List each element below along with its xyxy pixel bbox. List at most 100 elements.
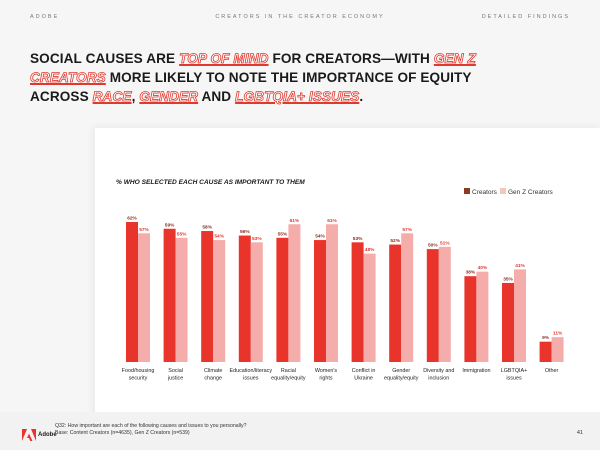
category-label: justice bbox=[167, 376, 183, 382]
data-label: 9% bbox=[542, 335, 550, 341]
brand-label: ADOBE bbox=[30, 14, 60, 20]
legend-swatch bbox=[464, 188, 470, 194]
bar-creators bbox=[314, 240, 326, 362]
data-label: 57% bbox=[139, 227, 149, 233]
data-label: 57% bbox=[402, 227, 412, 233]
data-label: 48% bbox=[365, 247, 375, 253]
top-bar: ADOBE CREATORS IN THE CREATOR ECONOMY DE… bbox=[30, 14, 570, 24]
data-label: 53% bbox=[252, 236, 262, 242]
category-label: security bbox=[129, 376, 148, 382]
bar-genz bbox=[288, 224, 301, 362]
data-label: 11% bbox=[553, 331, 563, 337]
category-label: Social bbox=[168, 368, 183, 374]
base-note: Base: Content Creators (n=4635), Gen Z C… bbox=[55, 430, 190, 436]
chart-title: % WHO SELECTED EACH CAUSE AS IMPORTANT T… bbox=[116, 179, 305, 186]
headline-text: SOCIAL CAUSES ARE bbox=[30, 51, 180, 66]
category-label: Racial bbox=[281, 368, 296, 374]
headline-text: , bbox=[131, 89, 140, 104]
category-label: Gender bbox=[392, 368, 410, 374]
bar-genz bbox=[326, 224, 338, 362]
source-note: Q32: How important are each of the follo… bbox=[55, 423, 246, 437]
headline-highlight: GEN Z CREATORS bbox=[30, 51, 477, 86]
data-label: 55% bbox=[177, 231, 187, 237]
bar-creators bbox=[502, 282, 514, 362]
data-label: 51% bbox=[440, 240, 450, 246]
data-label: 54% bbox=[315, 234, 325, 240]
data-label: 50% bbox=[428, 243, 438, 249]
headline-text: MORE LIKELY TO NOTE THE IMPORTANCE OF EQ… bbox=[30, 70, 472, 104]
headline-highlight: LGBTQIA+ ISSUES bbox=[235, 89, 360, 105]
category-label: issues bbox=[506, 376, 522, 382]
bar-creators bbox=[238, 235, 251, 362]
bar-creators bbox=[201, 231, 214, 362]
adobe-logo-icon bbox=[22, 429, 36, 441]
page-headline: SOCIAL CAUSES ARE TOP OF MIND FOR CREATO… bbox=[30, 49, 490, 106]
category-label: Ukraine bbox=[354, 376, 373, 382]
legend-swatch bbox=[500, 188, 506, 194]
category-label: Food/housing bbox=[122, 368, 155, 374]
data-label: 58% bbox=[202, 225, 212, 231]
bar-creators bbox=[464, 276, 477, 362]
data-label: 55% bbox=[278, 231, 288, 237]
category-label: Other bbox=[545, 368, 559, 374]
bar-creators bbox=[276, 237, 289, 362]
category-label: Climate bbox=[204, 368, 222, 374]
category-label: Conflict in bbox=[352, 368, 376, 374]
findings-label: DETAILED FINDINGS bbox=[481, 14, 570, 20]
bar-genz bbox=[138, 233, 150, 362]
data-label: 61% bbox=[290, 218, 300, 224]
category-label: Immigration bbox=[462, 368, 490, 374]
data-label: 52% bbox=[390, 238, 400, 244]
data-label: 35% bbox=[503, 276, 513, 282]
bar-genz bbox=[213, 240, 226, 362]
bar-genz bbox=[250, 242, 263, 362]
category-label: Women's bbox=[315, 368, 338, 374]
bar-creators bbox=[163, 228, 176, 362]
headline-text: . bbox=[359, 89, 364, 104]
category-label: equality/equity bbox=[384, 376, 419, 382]
bar-genz bbox=[175, 237, 188, 362]
logo-text: Adobe bbox=[38, 432, 57, 438]
category-label: equality/equity bbox=[271, 376, 306, 382]
data-label: 62% bbox=[127, 216, 137, 222]
category-label: inclusion bbox=[428, 376, 449, 382]
bar-genz bbox=[438, 246, 451, 362]
data-label: 40% bbox=[478, 265, 488, 271]
legend-label: Gen Z Creators bbox=[508, 189, 554, 196]
category-label: LGBTQIA+ bbox=[501, 368, 528, 374]
data-label: 59% bbox=[165, 222, 175, 228]
bar-genz bbox=[514, 269, 526, 362]
headline-text: AND bbox=[198, 89, 236, 104]
data-label: 56% bbox=[240, 229, 250, 235]
bar-genz bbox=[363, 253, 376, 362]
legend-label: Creators bbox=[472, 189, 498, 196]
data-label: 53% bbox=[353, 236, 363, 242]
category-label: rights bbox=[319, 376, 332, 382]
category-label: issues bbox=[243, 376, 259, 382]
question-note: Q32: How important are each of the follo… bbox=[55, 423, 247, 429]
headline-highlight: TOP OF MIND bbox=[179, 51, 269, 67]
data-label: 38% bbox=[466, 270, 476, 276]
bar-creators bbox=[389, 244, 402, 362]
headline-highlight: RACE bbox=[92, 89, 132, 105]
adobe-logo: Adobe bbox=[22, 429, 57, 441]
bar-genz bbox=[476, 271, 489, 362]
category-label: Diversity and bbox=[423, 368, 454, 374]
bar-creators bbox=[126, 222, 138, 362]
data-label: 61% bbox=[327, 218, 337, 224]
headline-text: FOR CREATORS—WITH bbox=[268, 51, 434, 66]
bar-creators bbox=[426, 249, 439, 362]
bar-genz bbox=[551, 337, 564, 362]
page-number: 41 bbox=[576, 430, 583, 436]
bar-creators bbox=[351, 242, 364, 362]
bar-creators bbox=[539, 341, 552, 362]
data-label: 41% bbox=[515, 263, 525, 269]
category-label: change bbox=[204, 376, 222, 382]
footer-bar bbox=[0, 412, 600, 450]
headline-highlight: GENDER bbox=[139, 89, 199, 105]
section-label: CREATORS IN THE CREATOR ECONOMY bbox=[215, 14, 385, 20]
category-label: Education/literacy bbox=[230, 368, 273, 374]
data-label: 54% bbox=[214, 234, 224, 240]
bar-genz bbox=[401, 233, 414, 362]
